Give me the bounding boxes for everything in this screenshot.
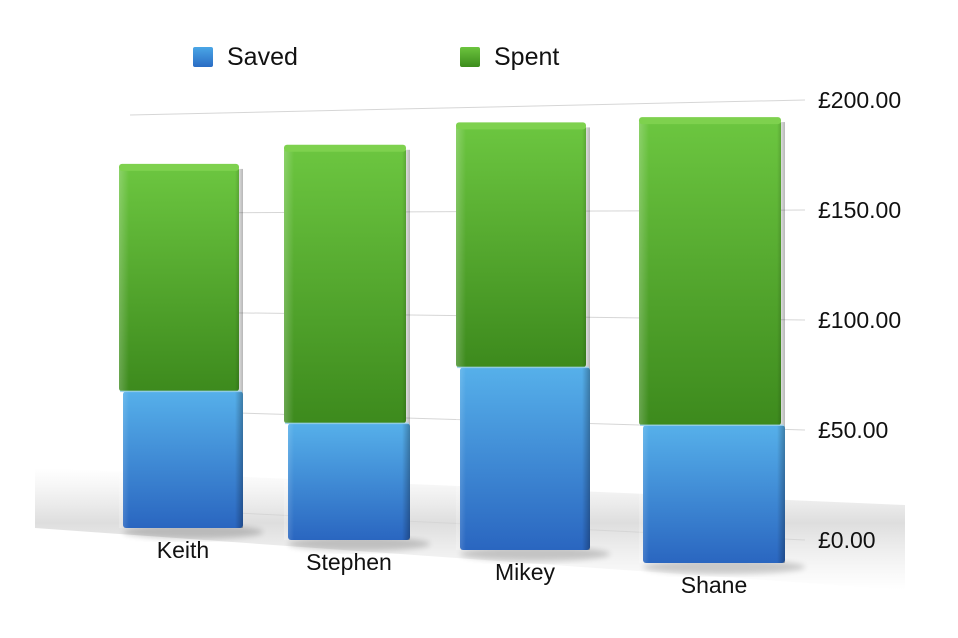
bar-saved <box>288 423 410 540</box>
bar-spent <box>639 120 781 426</box>
chart-legend: Saved Spent <box>0 40 958 74</box>
x-tick-label: Stephen <box>306 549 392 575</box>
bar-side-shade <box>582 127 590 551</box>
gridline <box>129 99 806 116</box>
bar-group <box>639 117 805 574</box>
bar-group <box>119 163 263 539</box>
bar-spent <box>284 147 406 424</box>
legend-swatch-spent <box>460 47 480 67</box>
bar-shine <box>639 122 649 563</box>
bar-top-cap <box>456 122 586 130</box>
bar-saved <box>123 391 243 528</box>
bar-shine <box>456 127 466 551</box>
bar-shadow <box>288 537 430 551</box>
bar-saved <box>643 425 785 563</box>
legend-item-spent: Spent <box>460 40 559 74</box>
legend-swatch-saved <box>193 47 213 67</box>
bar-shadow <box>643 560 805 574</box>
bar-group <box>456 122 610 561</box>
x-tick-label: Mikey <box>495 559 556 585</box>
bar-top-cap <box>284 144 406 152</box>
y-tick-label: £100.00 <box>818 307 901 333</box>
bar-side-shade <box>235 168 243 529</box>
y-tick-label: £0.00 <box>818 527 876 553</box>
bar-side-shade <box>402 149 410 541</box>
bar-group <box>284 144 430 551</box>
legend-label-spent: Spent <box>494 42 560 71</box>
bar-saved <box>460 367 590 550</box>
bar-shine <box>284 149 294 541</box>
y-tick-label: £50.00 <box>818 417 888 443</box>
bar-spent <box>119 166 239 392</box>
y-tick-label: £150.00 <box>818 197 901 223</box>
bar-shadow <box>460 547 610 561</box>
bar-shadow <box>123 525 263 539</box>
y-tick-label: £200.00 <box>818 87 901 113</box>
bar-spent <box>456 125 586 368</box>
bar-top-cap <box>639 117 781 125</box>
legend-item-saved: Saved <box>193 40 298 74</box>
x-tick-label: Keith <box>157 537 209 563</box>
x-tick-label: Shane <box>681 572 748 598</box>
bar-top-cap <box>119 163 239 171</box>
bar-shine <box>119 168 129 529</box>
legend-label-saved: Saved <box>227 42 298 71</box>
bar-side-shade <box>777 122 785 563</box>
